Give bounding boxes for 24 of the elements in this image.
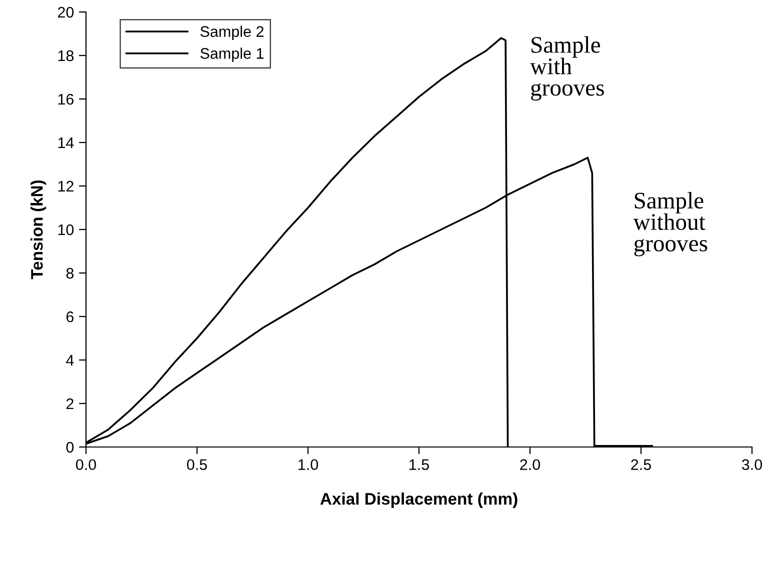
y-tick-label: 14: [58, 138, 74, 148]
y-tick-label: 6: [66, 311, 74, 322]
y-tick-label: 8: [66, 268, 74, 279]
y-axis-title: Tension (kN): [30, 180, 46, 280]
y-tick-label: 16: [58, 94, 74, 105]
x-axis-title: Axial Displacement (mm): [320, 492, 518, 508]
x-tick-label: 2.5: [631, 459, 651, 470]
y-tick-label: 10: [58, 224, 74, 236]
x-tick-label: 0.0: [76, 459, 96, 470]
y-tick-label: 0: [66, 442, 74, 453]
legend-label: Sample 2: [200, 26, 264, 40]
y-tick-label: 4: [66, 355, 74, 366]
legend-label: Sample 1: [200, 48, 264, 62]
annotation: Sample with grooves: [530, 36, 604, 101]
x-tick-label: 1.0: [298, 459, 318, 470]
x-tick-label: 3.0: [742, 459, 762, 470]
annotation: Sample without grooves: [633, 192, 708, 256]
x-tick-label: 0.5: [186, 459, 207, 470]
y-tick-label: 20: [58, 6, 74, 18]
y-tick-label: 18: [58, 50, 74, 62]
x-tick-label: 2.0: [520, 459, 540, 470]
x-tick-label: 1.5: [410, 459, 429, 470]
y-tick-label: 2: [66, 398, 74, 410]
y-tick-label: 12: [58, 180, 74, 192]
